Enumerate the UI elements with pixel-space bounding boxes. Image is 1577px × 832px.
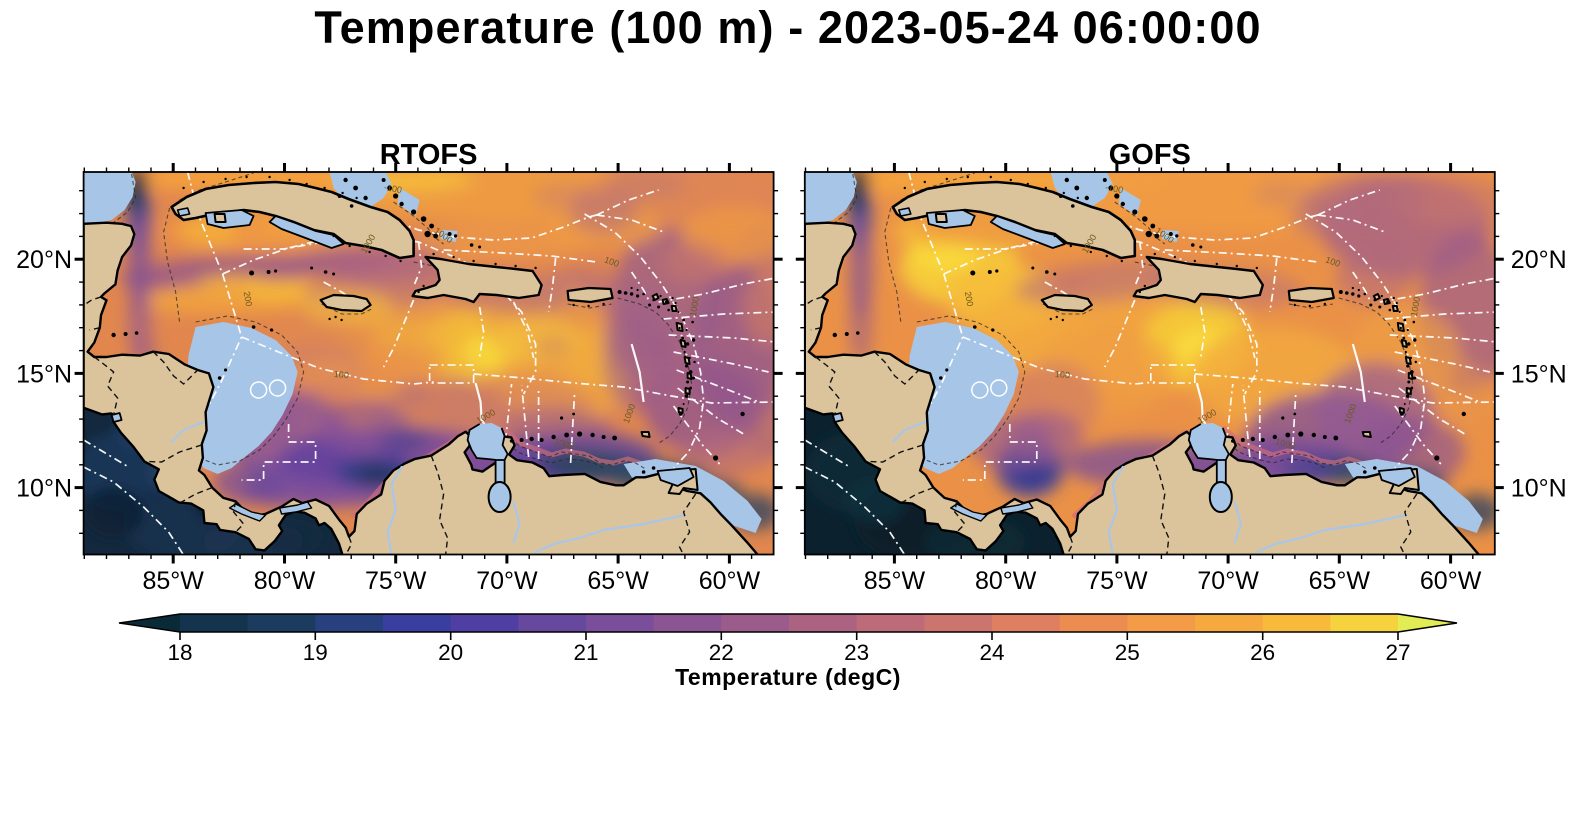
svg-text:20°N: 20°N: [1511, 246, 1567, 274]
svg-text:20: 20: [438, 640, 463, 665]
svg-text:100: 100: [1324, 254, 1342, 269]
svg-text:60°W: 60°W: [1420, 567, 1482, 595]
svg-text:1000: 1000: [688, 296, 701, 317]
svg-text:24: 24: [979, 640, 1004, 665]
svg-text:100: 100: [333, 369, 349, 380]
svg-text:100: 100: [603, 254, 621, 269]
svg-text:21: 21: [573, 640, 598, 665]
svg-text:15°N: 15°N: [16, 360, 72, 388]
svg-text:65°W: 65°W: [587, 567, 649, 595]
svg-text:RTOFS: RTOFS: [380, 139, 478, 171]
svg-text:27: 27: [1385, 640, 1410, 665]
svg-text:-100: -100: [383, 182, 402, 195]
svg-text:25: 25: [1115, 640, 1140, 665]
svg-text:10°N: 10°N: [1511, 475, 1567, 503]
svg-text:18: 18: [167, 640, 192, 665]
svg-text:Temperature (degC): Temperature (degC): [675, 664, 901, 690]
svg-text:-100: -100: [1104, 182, 1123, 195]
svg-text:1000: 1000: [1409, 296, 1422, 317]
svg-text:60°W: 60°W: [699, 567, 761, 595]
svg-text:26: 26: [1250, 640, 1275, 665]
svg-text:15°N: 15°N: [1511, 360, 1567, 388]
svg-text:65°W: 65°W: [1309, 567, 1371, 595]
svg-text:20°N: 20°N: [16, 246, 72, 274]
svg-text:GOFS: GOFS: [1109, 139, 1191, 171]
svg-text:200: 200: [242, 291, 254, 308]
svg-text:200: 200: [963, 291, 975, 308]
svg-text:70°W: 70°W: [1197, 567, 1259, 595]
svg-text:80°W: 80°W: [254, 567, 316, 595]
svg-text:19: 19: [303, 640, 328, 665]
svg-text:Temperature (100 m) - 2023-05-: Temperature (100 m) - 2023-05-24 06:00:0…: [314, 2, 1261, 53]
svg-text:85°W: 85°W: [864, 567, 926, 595]
svg-text:75°W: 75°W: [365, 567, 427, 595]
svg-text:22: 22: [709, 640, 734, 665]
svg-text:85°W: 85°W: [142, 567, 204, 595]
svg-text:75°W: 75°W: [1086, 567, 1148, 595]
svg-text:23: 23: [844, 640, 869, 665]
svg-text:70°W: 70°W: [476, 567, 538, 595]
svg-text:10°N: 10°N: [16, 475, 72, 503]
svg-text:80°W: 80°W: [975, 567, 1037, 595]
svg-text:100: 100: [1055, 369, 1071, 380]
